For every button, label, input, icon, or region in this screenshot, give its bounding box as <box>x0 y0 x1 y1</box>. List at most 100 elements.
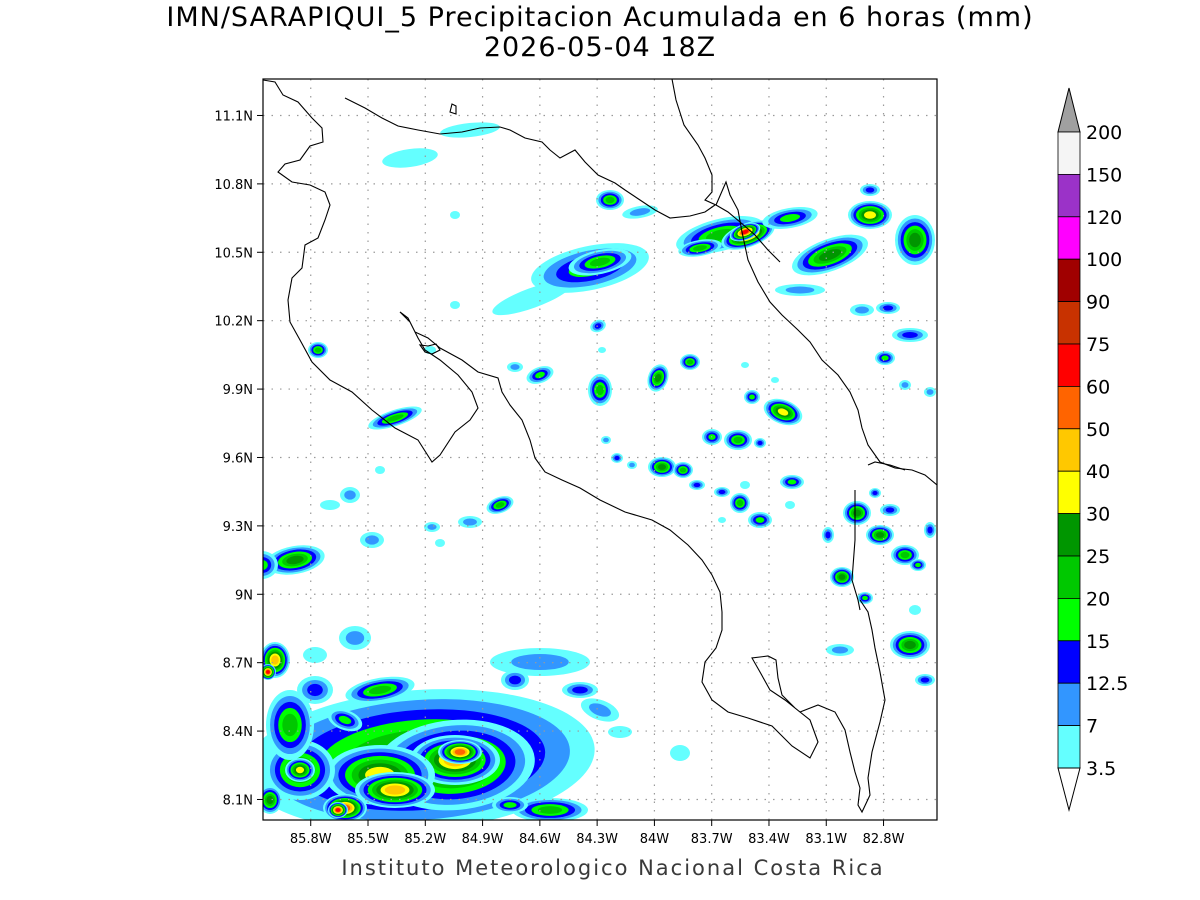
precip-contour <box>670 745 690 761</box>
lat-tick-label: 9N <box>235 588 253 603</box>
precip-contour <box>740 481 750 489</box>
colorbar-level-label: 3.5 <box>1086 758 1116 780</box>
lat-tick-label: 10.2N <box>214 315 253 330</box>
precip-contour <box>741 229 749 235</box>
coastline <box>263 79 937 814</box>
precip-contour <box>733 436 743 444</box>
precip-contour <box>589 703 611 717</box>
precip-contour <box>915 562 921 568</box>
precip-contour <box>344 490 356 500</box>
precip-contour <box>818 249 842 261</box>
precip-contour <box>902 331 918 339</box>
precip-contour <box>872 490 878 496</box>
precip-contour <box>271 655 279 665</box>
precip-contour <box>286 555 304 565</box>
precip-contour <box>755 517 765 523</box>
colorbar-swatch <box>1057 258 1081 303</box>
precip-contour <box>757 440 763 446</box>
lon-tick-label: 83.7W <box>691 832 733 847</box>
precip-contour <box>838 574 846 580</box>
colorbar-level-label: 120 <box>1086 207 1122 229</box>
precip-contour <box>741 362 749 368</box>
pacific-coastline <box>263 79 886 814</box>
precip-contour <box>338 715 352 725</box>
precip-contour <box>825 531 831 539</box>
lat-tick-label: 11.1N <box>214 109 253 124</box>
precip-contour <box>679 467 687 473</box>
colorbar-level-label: 200 <box>1086 122 1122 144</box>
precip-contour <box>909 605 921 615</box>
precip-contour <box>927 526 933 534</box>
colorbar-swatch <box>1057 301 1081 345</box>
precip-contour <box>920 677 930 683</box>
colorbar-swatch <box>1057 343 1081 387</box>
map-datetime: 2026-05-04 18Z <box>483 32 717 63</box>
colorbar-swatch <box>1057 173 1081 218</box>
precip-contour <box>779 214 801 222</box>
colorbar-level-label: 25 <box>1086 546 1110 568</box>
plot-frame <box>262 78 938 821</box>
precip-contour <box>435 539 445 547</box>
precip-contour <box>511 653 569 671</box>
lake-nicaragua-shore <box>344 97 716 219</box>
precip-contour <box>572 686 588 694</box>
precip-contour <box>603 437 609 443</box>
lat-tick-label: 9.9N <box>223 383 253 398</box>
longitude-axis: 85.8W 85.5W 85.2W 84.9W 84.6W 84.3W 84W 83.7W 83… <box>290 820 905 847</box>
precip-contour <box>718 489 726 495</box>
precip-contour <box>263 556 272 574</box>
precip-contour <box>864 211 876 219</box>
precip-contour <box>852 509 862 517</box>
precipitation-field <box>263 122 936 820</box>
precip-contour <box>508 675 522 685</box>
lon-tick-label: 84.6W <box>519 832 561 847</box>
colorbar-legend: 200 150 120 100 90 75 60 50 40 30 25 20 15 12.5 7 3.5 <box>1057 87 1128 812</box>
lon-tick-label: 83.4W <box>748 832 790 847</box>
precip-contour <box>450 301 460 309</box>
lon-tick-label: 84.9W <box>462 832 504 847</box>
precip-contour <box>307 683 323 697</box>
precip-contour <box>904 640 916 650</box>
precip-contour <box>320 500 340 510</box>
precip-contour <box>654 374 662 382</box>
precip-contour <box>881 355 889 361</box>
colorbar-swatch <box>1057 385 1081 430</box>
precip-contour <box>266 670 270 674</box>
lon-tick-label: 85.5W <box>347 832 389 847</box>
precip-contour <box>787 479 797 485</box>
precip-contour <box>450 211 460 219</box>
lon-tick-label: 82.8W <box>863 832 905 847</box>
precip-contour <box>657 464 667 470</box>
lon-tick-label: 85.2W <box>404 832 446 847</box>
lon-tick-label: 84W <box>640 832 670 847</box>
lake-island <box>449 103 457 115</box>
colorbar-level-label: 100 <box>1086 249 1122 271</box>
colorbar-under-arrow <box>1057 767 1081 812</box>
precip-contour <box>345 631 365 645</box>
caribbean-coastline <box>671 79 937 486</box>
precip-contour <box>382 148 438 168</box>
precip-contour <box>314 347 322 353</box>
lat-tick-label: 8.1N <box>223 793 253 808</box>
precip-contour <box>718 517 726 523</box>
precip-contour <box>427 524 437 530</box>
lat-tick-label: 8.4N <box>223 725 253 740</box>
lat-tick-label: 8.7N <box>223 657 253 672</box>
colorbar-level-label: 15 <box>1086 631 1110 653</box>
colorbar-swatch <box>1057 640 1081 684</box>
lon-tick-label: 84.3W <box>576 832 618 847</box>
precip-contour <box>629 208 651 216</box>
precip-contour <box>454 749 466 755</box>
precip-contour <box>831 646 849 654</box>
lat-tick-label: 10.5N <box>214 246 253 261</box>
colorbar-swatch <box>1057 428 1081 472</box>
precip-contour <box>865 187 875 193</box>
precip-contour <box>495 502 505 508</box>
precip-contour <box>900 551 910 559</box>
precip-contour <box>535 371 545 379</box>
precip-contour <box>882 305 894 311</box>
precip-contour <box>785 286 815 294</box>
colorbar-level-label: 40 <box>1086 461 1110 483</box>
footer-credit: Instituto Meteorologico Nacional Costa R… <box>341 856 885 880</box>
precip-contour <box>693 245 707 251</box>
